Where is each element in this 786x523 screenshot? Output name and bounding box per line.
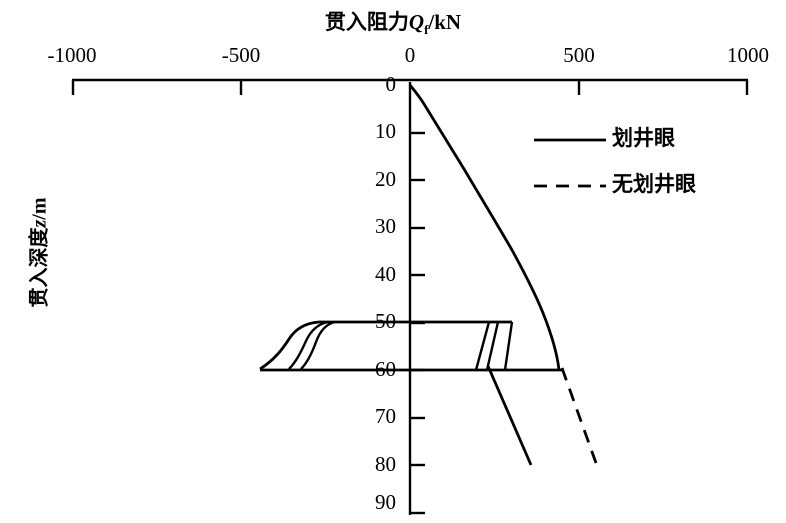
series-deep-solid [486,365,533,466]
y-tick-label-0: 0 [385,72,397,96]
x-tick-label-0: 0 [404,43,416,67]
y-tick-label-30: 30 [375,214,396,238]
legend-label-dashed: 无划井眼 [612,172,696,196]
series-left-flank-inner [300,320,336,370]
y-tick-label-10: 10 [375,119,396,143]
series-deep-dashed [560,367,598,464]
x-tick-label-1000: 1000 [727,43,769,67]
legend-label-solid: 划井眼 [612,126,675,150]
x-axis-title-main: 贯入阻力 [324,10,409,34]
x-axis-symbol: Q [408,10,425,34]
series-left-flank-middle [288,320,329,370]
series-right-flank-outer [503,321,514,371]
y-tick-label-90: 90 [375,490,396,514]
x-tick-label-500: 500 [563,43,595,67]
y-tick-label-40: 40 [375,262,396,286]
x-axis-unit: /kN [428,10,462,34]
x-tick-label-neg500: -500 [221,43,261,67]
x-tick-label-neg1000: -1000 [47,43,97,67]
series-right-flank-inner [474,321,491,371]
series-left-flank-outer [259,320,320,371]
x-axis-title: 贯入阻力Qf/kN [0,10,786,38]
series-right-flank-middle [485,321,500,371]
y-tick-label-80: 80 [375,452,396,476]
y-tick-label-20: 20 [375,167,396,191]
y-tick-label-70: 70 [375,404,396,428]
x-axis-subscript: f [424,22,429,38]
series-running-in-curve [408,84,561,371]
